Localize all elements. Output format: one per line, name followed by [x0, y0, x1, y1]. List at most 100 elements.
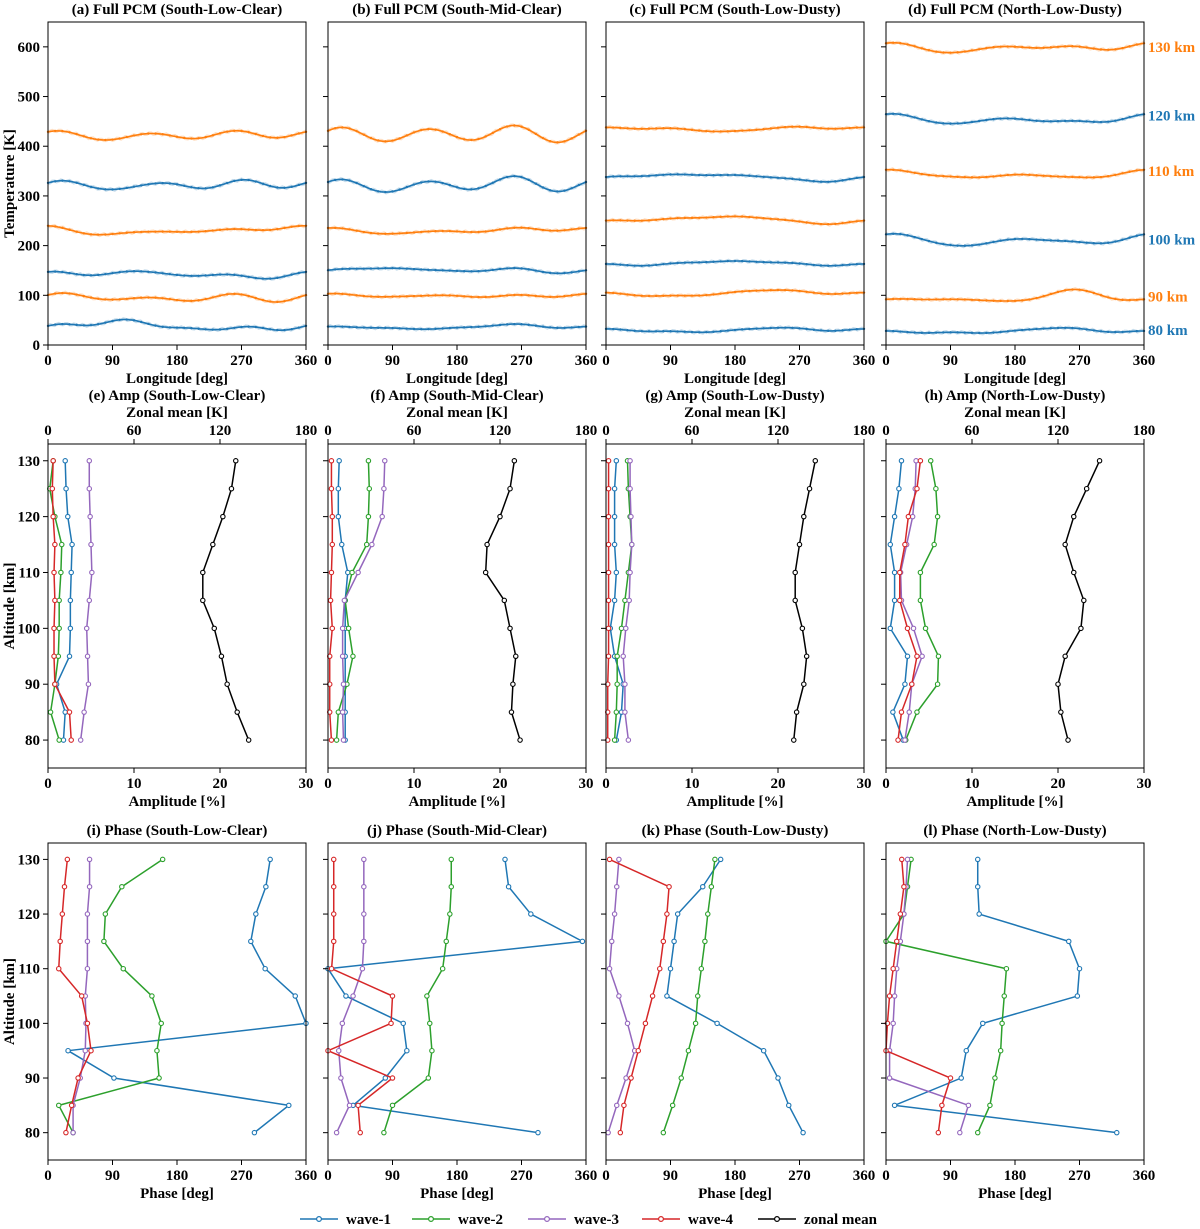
series-80km-point — [125, 318, 129, 321]
plot-frame — [885, 842, 1145, 1161]
series-130km-point — [297, 132, 301, 135]
series-100km-point — [826, 264, 830, 267]
series-100km-point — [927, 239, 931, 243]
altitude-label: 130 km — [1148, 40, 1196, 56]
series-130km-point — [211, 134, 215, 137]
series-110km-point — [834, 222, 837, 226]
series-120km-point — [963, 121, 967, 125]
series-110km-point — [1006, 173, 1010, 177]
zonal-mean-point — [220, 513, 226, 520]
series-130km-point — [819, 127, 823, 130]
series-100km-point — [755, 260, 758, 263]
series-90km-point — [1035, 296, 1038, 300]
series-120km-line — [327, 175, 587, 193]
series-120km-point — [190, 186, 193, 189]
series-120km-point — [812, 180, 816, 183]
series-130km-point — [513, 124, 516, 127]
wave4-phase-point — [59, 911, 66, 917]
x-tick-label: 60 — [127, 423, 142, 439]
series-120km-point — [913, 116, 916, 119]
series-120km-point — [783, 177, 787, 180]
series-130km-point — [225, 130, 229, 133]
series-110km-point — [791, 219, 794, 222]
wave2-phase-point — [712, 856, 718, 863]
wave2-phase-point — [708, 883, 715, 890]
series-80km-point — [942, 331, 945, 334]
series-120km-point — [705, 174, 708, 177]
series-130km-point — [949, 51, 952, 54]
series-120km-point — [225, 181, 229, 185]
zonal-mean-point — [501, 597, 508, 604]
series-80km-point — [168, 326, 172, 329]
series-80km-point — [712, 330, 715, 334]
series-90km-point — [147, 296, 150, 299]
series-80km-point — [491, 324, 495, 327]
zonal-mean-point — [200, 569, 206, 576]
series-80km-point — [891, 329, 895, 333]
series-90km-point — [405, 295, 409, 298]
series-100km-point — [61, 270, 64, 274]
series-110km-point — [891, 168, 895, 171]
x-tick-label: 270 — [788, 353, 811, 369]
series-130km-point — [405, 134, 409, 137]
altitude-label: 120 km — [1148, 108, 1196, 124]
series-130km-point — [619, 126, 622, 130]
wave4-amplitude-point — [917, 458, 924, 464]
wave3-phase-point — [84, 965, 91, 972]
series-80km-point — [225, 327, 229, 330]
series-110km-point — [577, 227, 581, 230]
series-120km-point — [1063, 119, 1067, 123]
series-100km-point — [147, 270, 150, 273]
panel-title: (f) Amp (South-Mid-Clear) — [370, 388, 543, 404]
series-90km-point — [805, 290, 808, 293]
wave1-phase-point — [505, 883, 512, 890]
series-120km-point — [104, 188, 107, 191]
series-90km-point — [748, 289, 751, 293]
series-100km-point — [740, 259, 744, 263]
x-tick-label: 360 — [853, 353, 876, 369]
series-90km-point — [369, 295, 373, 298]
series-120km-point — [733, 173, 737, 177]
wave3-amplitude-point — [355, 569, 361, 576]
series-110km-point — [419, 230, 423, 234]
wave2-amplitude-point — [614, 681, 620, 687]
series-120km-point — [992, 117, 995, 121]
series-110km-point — [748, 215, 751, 219]
y-tick-label: 100 — [18, 621, 41, 637]
legend-marker — [657, 1215, 664, 1222]
series-120km-point — [513, 174, 516, 178]
series-80km-point — [619, 328, 622, 331]
series-100km-point — [949, 243, 952, 247]
x-tick-label: 180 — [295, 423, 318, 439]
wave2-phase-point — [1001, 993, 1007, 999]
series-80km-point — [484, 325, 487, 328]
series-130km-point — [505, 125, 509, 128]
series-120km-point — [762, 175, 765, 179]
panel-title: (h) Amp (North-Low-Dusty) — [925, 388, 1106, 404]
wave4-phase-point — [642, 1020, 649, 1027]
wave3-amplitude-point — [369, 541, 375, 548]
series-120km-point — [719, 173, 722, 177]
wave1-amplitude-point — [611, 485, 618, 492]
series-100km-point — [333, 268, 337, 271]
x-tick-label: 90 — [385, 353, 400, 369]
temperature-panel: 0 90 180 270 360 0 100 200 300 400 500 600 (a) Full … — [2, 2, 317, 387]
series-100km-point — [1128, 236, 1131, 239]
series-120km-point — [776, 176, 780, 179]
wave4-amplitude-point — [66, 709, 73, 715]
wave1-phase-point — [382, 1075, 389, 1081]
series-110km-point — [1078, 176, 1081, 179]
series-80km-point — [118, 318, 121, 321]
series-110km-point — [626, 219, 629, 222]
series-90km-point — [1056, 290, 1060, 294]
series-90km-point — [740, 290, 744, 293]
wave2-amplitude-point — [47, 709, 54, 715]
wave4-phase-point — [656, 965, 663, 972]
phase-panel: 0 90 180 270 360 (j) Phase (South-Mid-Clear) P… — [323, 823, 597, 1202]
series-120km-point — [1121, 117, 1124, 121]
zonal-mean-point — [1071, 569, 1077, 576]
series-110km-point — [1092, 176, 1096, 179]
series-120km-point — [647, 174, 651, 177]
series-110km-point — [455, 230, 459, 233]
series-80km-point — [798, 327, 801, 330]
